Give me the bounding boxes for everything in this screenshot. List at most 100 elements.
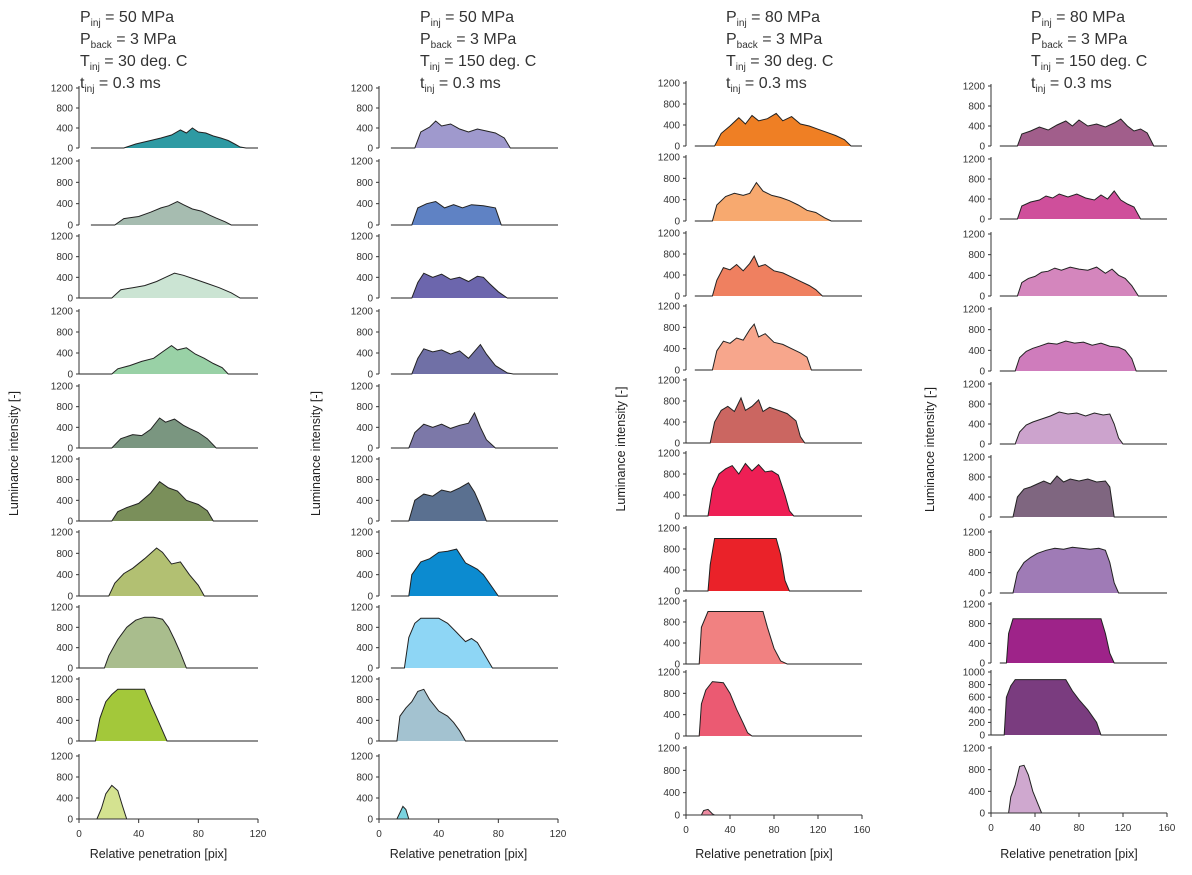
y-tick-label: 800 bbox=[663, 397, 680, 408]
luminance-area bbox=[686, 809, 862, 815]
luminance-line bbox=[79, 417, 258, 449]
y-tick-label: 800 bbox=[356, 773, 373, 784]
subplot-row-10: 0 400 800 1200 bbox=[658, 744, 862, 822]
luminance-area bbox=[390, 201, 558, 225]
luminance-line bbox=[90, 200, 258, 226]
y-tick-label: 400 bbox=[663, 121, 680, 132]
luminance-line bbox=[79, 344, 258, 375]
luminance-line bbox=[999, 475, 1167, 518]
x-tick-label: 120 bbox=[810, 825, 827, 836]
y-tick-label: 0 bbox=[674, 366, 680, 377]
title-line: Pback = 3 MPa bbox=[420, 31, 516, 51]
y-tick-label: 400 bbox=[56, 273, 73, 284]
title-line: tinj = 0.3 ms bbox=[726, 75, 807, 95]
luminance-line bbox=[694, 112, 862, 147]
x-tick-label: 80 bbox=[768, 825, 780, 836]
luminance-area bbox=[686, 397, 862, 443]
subplot-row-3: 0 400 800 1200 bbox=[51, 232, 258, 305]
luminance-area bbox=[999, 341, 1167, 371]
y-tick-label: 1200 bbox=[658, 153, 681, 164]
x-axis-label: Relative penetration [pix] bbox=[695, 847, 833, 861]
luminance-line bbox=[379, 688, 558, 742]
luminance-line bbox=[686, 462, 862, 517]
luminance-area bbox=[999, 412, 1167, 444]
y-tick-label: 800 bbox=[56, 475, 73, 486]
luminance-area bbox=[694, 113, 862, 146]
y-tick-label: 1200 bbox=[658, 744, 681, 755]
x-tick-label: 160 bbox=[1159, 823, 1176, 834]
luminance-area bbox=[79, 617, 258, 668]
y-tick-label: 1200 bbox=[51, 382, 74, 393]
luminance-area bbox=[694, 182, 862, 221]
y-tick-label: 400 bbox=[663, 639, 680, 650]
subplot-row-1: 0 400 800 1200 bbox=[351, 84, 558, 155]
subplot-row-2: 0 400 800 1200 bbox=[658, 153, 862, 228]
luminance-area bbox=[686, 681, 862, 736]
luminance-area bbox=[999, 119, 1167, 146]
y-tick-label: 1200 bbox=[658, 449, 681, 460]
y-tick-label: 1200 bbox=[658, 597, 681, 608]
title-line: Pinj = 80 MPa bbox=[1031, 9, 1125, 29]
y-tick-label: 1200 bbox=[351, 455, 374, 466]
subplot-row-2: 0 400 800 1200 bbox=[51, 157, 259, 232]
y-tick-label: 400 bbox=[663, 566, 680, 577]
y-tick-label: 1200 bbox=[51, 752, 74, 763]
y-tick-label: 400 bbox=[56, 496, 73, 507]
y-tick-label: 400 bbox=[663, 195, 680, 206]
luminance-area bbox=[991, 765, 1167, 813]
subplot-row-6: 0 400 800 1200 bbox=[51, 455, 258, 528]
y-tick-label: 1200 bbox=[351, 382, 374, 393]
y-tick-label: 800 bbox=[663, 174, 680, 185]
luminance-area bbox=[79, 345, 258, 374]
y-tick-label: 400 bbox=[56, 570, 73, 581]
y-tick-label: 1200 bbox=[963, 305, 986, 316]
luminance-area bbox=[999, 191, 1167, 219]
y-tick-label: 0 bbox=[67, 517, 73, 528]
y-tick-label: 400 bbox=[663, 788, 680, 799]
subplot-row-7: 0 400 800 1200 bbox=[351, 528, 558, 603]
y-tick-label: 200 bbox=[968, 718, 985, 729]
y-tick-label: 1200 bbox=[351, 307, 374, 318]
y-tick-label: 0 bbox=[367, 592, 373, 603]
luminance-line bbox=[79, 547, 258, 597]
luminance-line bbox=[90, 127, 258, 149]
luminance-area bbox=[79, 481, 258, 521]
y-tick-label: 1200 bbox=[351, 528, 374, 539]
y-tick-label: 800 bbox=[968, 102, 985, 113]
y-tick-label: 0 bbox=[674, 512, 680, 523]
y-tick-label: 400 bbox=[56, 643, 73, 654]
luminance-line bbox=[390, 411, 558, 449]
subplot-row-5: 0 400 800 1200 bbox=[963, 380, 1167, 451]
x-axis-label: Relative penetration [pix] bbox=[1000, 847, 1138, 861]
y-tick-label: 800 bbox=[968, 680, 985, 691]
y-tick-label: 800 bbox=[56, 549, 73, 560]
subplot-row-9: 0 400 800 1200 bbox=[51, 675, 258, 748]
y-tick-label: 0 bbox=[979, 142, 985, 153]
y-tick-label: 0 bbox=[979, 513, 985, 524]
luminance-line bbox=[390, 482, 558, 522]
y-tick-label: 0 bbox=[67, 664, 73, 675]
y-tick-label: 1200 bbox=[658, 302, 681, 313]
subplot-row-6: 0 400 800 1200 bbox=[351, 455, 558, 528]
y-tick-label: 0 bbox=[367, 815, 373, 826]
y-tick-label: 1200 bbox=[51, 307, 74, 318]
y-tick-label: 0 bbox=[674, 660, 680, 671]
luminance-area bbox=[390, 549, 558, 596]
y-tick-label: 0 bbox=[979, 731, 985, 742]
luminance-area bbox=[390, 412, 558, 448]
y-tick-label: 0 bbox=[367, 221, 373, 232]
title-line: tinj = 0.3 ms bbox=[80, 75, 161, 95]
luminance-line bbox=[686, 611, 862, 665]
y-tick-label: 400 bbox=[968, 568, 985, 579]
y-tick-label: 1200 bbox=[963, 230, 986, 241]
y-tick-label: 400 bbox=[968, 639, 985, 650]
y-tick-label: 400 bbox=[356, 423, 373, 434]
x-axis: 0 40 80 120 160 bbox=[988, 812, 1176, 834]
y-tick-label: 0 bbox=[674, 811, 680, 822]
luminance-area bbox=[79, 548, 258, 596]
